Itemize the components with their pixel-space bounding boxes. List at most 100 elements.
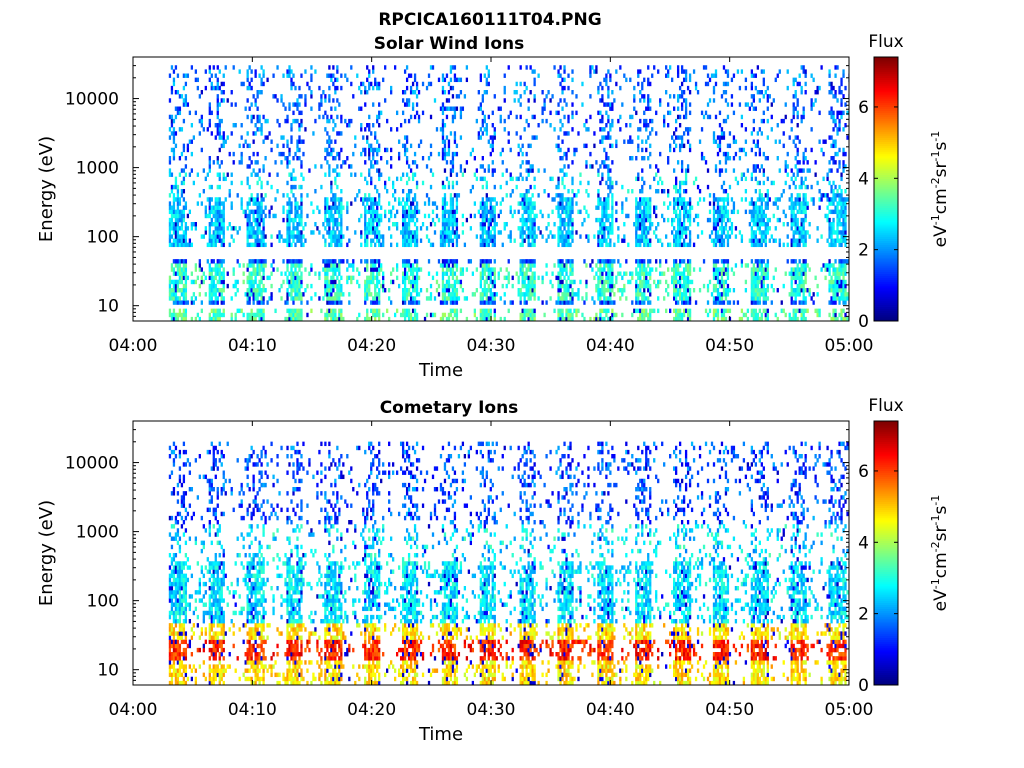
heatmap-cell xyxy=(210,73,213,78)
heatmap-cell xyxy=(308,85,311,91)
heatmap-cell xyxy=(599,238,602,243)
heatmap-cell xyxy=(704,65,708,70)
heatmap-cell xyxy=(611,205,614,210)
heatmap-cell xyxy=(720,242,724,248)
heatmap-cell xyxy=(571,234,574,239)
heatmap-cell xyxy=(316,205,319,210)
heatmap-cell xyxy=(288,230,291,235)
heatmap-cell xyxy=(726,151,730,157)
heatmap-cell xyxy=(599,81,602,87)
heatmap-cell xyxy=(605,217,608,223)
heatmap-cell xyxy=(706,283,710,289)
heatmap-cell xyxy=(421,222,425,227)
heatmap-cell xyxy=(643,292,646,297)
heatmap-cell xyxy=(549,176,552,182)
heatmap-cell xyxy=(676,189,680,194)
heatmap-cell xyxy=(324,242,327,248)
heatmap-cell xyxy=(635,205,638,210)
heatmap-cell xyxy=(332,316,335,321)
heatmap-cell xyxy=(382,242,385,248)
heatmap-cell xyxy=(573,151,576,157)
heatmap-cell xyxy=(260,230,263,235)
heatmap-cell xyxy=(298,230,301,235)
heatmap-cell xyxy=(527,234,530,239)
heatmap-cell xyxy=(242,143,245,149)
heatmap-cell xyxy=(368,197,371,202)
heatmap-cell xyxy=(262,114,265,120)
heatmap-cell xyxy=(599,180,602,186)
heatmap-cell xyxy=(403,242,407,248)
heatmap-cell xyxy=(449,292,453,297)
heatmap-cell xyxy=(210,238,213,243)
heatmap-cell xyxy=(256,106,259,111)
heatmap-cell xyxy=(453,77,457,83)
heatmap-cell xyxy=(218,271,221,276)
heatmap-cell xyxy=(453,151,457,157)
heatmap-cell xyxy=(220,81,223,87)
heatmap-cell xyxy=(643,110,646,116)
heatmap-cell xyxy=(188,209,192,215)
heatmap-cell xyxy=(659,263,662,268)
heatmap-cell xyxy=(489,197,492,202)
heatmap-cell xyxy=(720,168,724,173)
heatmap-cell xyxy=(718,279,722,285)
heatmap-cell xyxy=(340,242,343,248)
heatmap-cell xyxy=(527,213,530,219)
heatmap-cell xyxy=(609,106,612,111)
heatmap-cell xyxy=(684,226,688,231)
heatmap-cell xyxy=(503,292,506,297)
heatmap-cell xyxy=(649,209,652,215)
heatmap-cell xyxy=(615,180,618,186)
heatmap-cell xyxy=(718,213,722,219)
heatmap-cell xyxy=(732,271,736,276)
heatmap-cell xyxy=(479,222,482,227)
heatmap-cell xyxy=(186,226,190,231)
heatmap-cell xyxy=(561,271,564,276)
heatmap-cell xyxy=(575,201,578,206)
heatmap-cell xyxy=(605,156,608,161)
heatmap-cell xyxy=(724,288,728,293)
heatmap-cell xyxy=(298,127,301,132)
heatmap-cell xyxy=(176,222,180,227)
heatmap-cell xyxy=(445,234,449,239)
heatmap-cell xyxy=(609,288,612,293)
heatmap-cell xyxy=(525,292,528,297)
heatmap-cell xyxy=(232,271,235,276)
heatmap-cell xyxy=(382,77,385,83)
heatmap-cell xyxy=(485,296,488,301)
heatmap-cell xyxy=(453,209,457,215)
heatmap-cell xyxy=(222,238,225,243)
heatmap-cell xyxy=(417,275,421,281)
heatmap-cell xyxy=(678,275,682,281)
heatmap-cell xyxy=(585,292,588,297)
heatmap-cell xyxy=(270,242,273,248)
heatmap-cell xyxy=(429,292,433,297)
heatmap-cell xyxy=(298,222,301,227)
heatmap-cell xyxy=(336,242,339,248)
heatmap-cell xyxy=(603,316,606,321)
heatmap-cell xyxy=(324,127,327,132)
heatmap-cell xyxy=(752,201,755,206)
heatmap-cell xyxy=(688,222,692,227)
heatmap-cell xyxy=(599,308,602,314)
heatmap-cell xyxy=(411,283,415,289)
heatmap-cell xyxy=(260,300,263,305)
heatmap-cell xyxy=(523,205,526,210)
heatmap-cell xyxy=(667,267,670,272)
heatmap-cell xyxy=(388,316,391,321)
heatmap-cell xyxy=(449,172,453,177)
heatmap-cell xyxy=(358,106,361,111)
heatmap-cell xyxy=(716,316,720,321)
heatmap-cell xyxy=(597,205,600,210)
heatmap-cell xyxy=(557,213,560,219)
heatmap-cell xyxy=(286,160,289,165)
heatmap-cell xyxy=(188,110,192,116)
heatmap-cell xyxy=(489,271,492,276)
heatmap-cell xyxy=(340,259,343,264)
heatmap-cell xyxy=(403,217,407,223)
heatmap-cell xyxy=(523,238,526,243)
heatmap-cell xyxy=(607,263,610,268)
heatmap-cell xyxy=(712,131,716,136)
heatmap-cell xyxy=(210,242,213,248)
heatmap-cell xyxy=(601,288,604,293)
